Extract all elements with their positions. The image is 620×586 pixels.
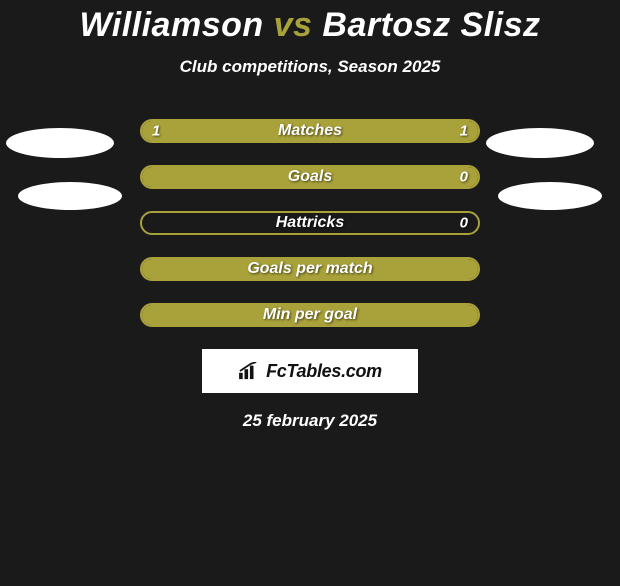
player2-name: Bartosz Slisz	[322, 6, 540, 44]
value-indicator-ellipse	[498, 182, 602, 210]
snapshot-date: 25 february 2025	[0, 411, 620, 431]
bar-left-segment	[142, 167, 478, 187]
source-logo: FcTables.com	[202, 349, 418, 393]
value-indicator-ellipse	[486, 128, 594, 158]
stat-row: Matches11	[140, 119, 480, 143]
vs-word: vs	[274, 6, 313, 44]
subtitle: Club competitions, Season 2025	[0, 57, 620, 77]
player1-name: Williamson	[79, 6, 263, 44]
stat-row: Min per goal	[140, 303, 480, 327]
comparison-title: Williamson vs Bartosz Slisz	[0, 6, 620, 45]
bar-right-segment	[310, 121, 478, 141]
source-logo-text: FcTables.com	[266, 361, 382, 382]
stat-row: Goals0	[140, 165, 480, 189]
value-indicator-ellipse	[18, 182, 122, 210]
stat-right-value: 0	[460, 215, 468, 232]
bar-left-segment	[142, 305, 478, 325]
stat-row: Hattricks0	[140, 211, 480, 235]
value-indicator-ellipse	[6, 128, 114, 158]
bar-left-segment	[142, 121, 310, 141]
bar-left-segment	[142, 259, 478, 279]
fctables-icon	[238, 362, 260, 380]
stat-row: Goals per match	[140, 257, 480, 281]
stat-label: Hattricks	[142, 214, 478, 232]
